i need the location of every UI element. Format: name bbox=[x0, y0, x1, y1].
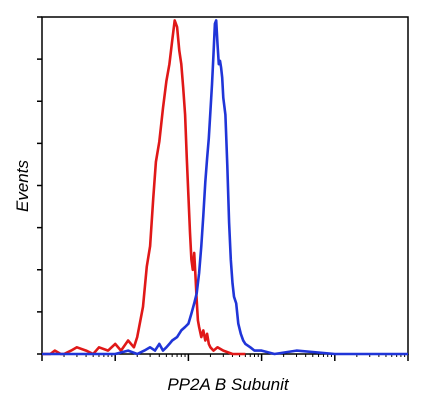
histogram-line-blue bbox=[42, 19, 408, 356]
y-axis-title: Events bbox=[13, 160, 32, 212]
histogram-line-red bbox=[42, 19, 246, 356]
plot-frame bbox=[41, 16, 409, 355]
series-layer bbox=[42, 19, 408, 356]
x-axis-title: PP2A B Subunit bbox=[167, 375, 290, 394]
